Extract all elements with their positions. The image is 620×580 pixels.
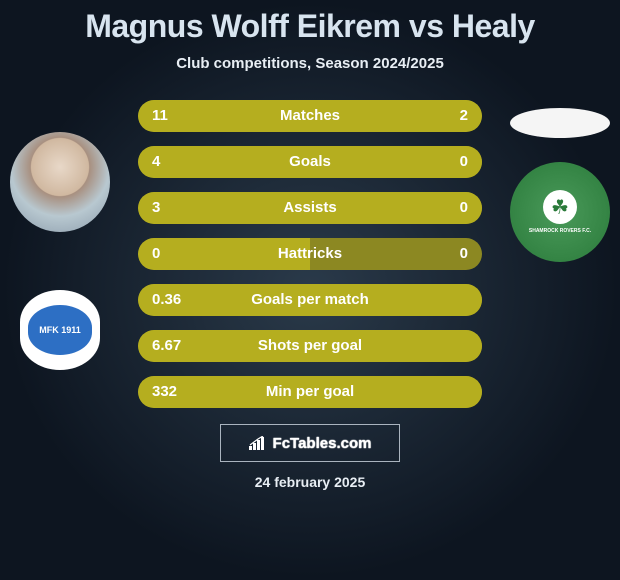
stat-row: Hattricks0 0	[138, 238, 482, 270]
stat-label: Goals per match	[138, 284, 482, 316]
page-title: Magnus Wolff Eikrem vs Healy	[0, 0, 620, 45]
player2-photo	[510, 108, 610, 138]
fctables-label: FcTables.com	[273, 435, 372, 452]
shamrock-icon: ☘	[543, 190, 577, 224]
stat-row: Matches11 2	[138, 100, 482, 132]
player2-club-badge: ☘ SHAMROCK ROVERS F.C.	[510, 162, 610, 262]
stat-label: Assists	[138, 192, 482, 224]
stat-value-right: 2	[460, 100, 468, 132]
stat-label: Min per goal	[138, 376, 482, 408]
fctables-icon	[249, 436, 267, 450]
stat-value-right: 0	[460, 192, 468, 224]
player1-photo	[10, 132, 110, 232]
stat-label: Goals	[138, 146, 482, 178]
subtitle: Club competitions, Season 2024/2025	[0, 55, 620, 72]
stat-value-left: 6.67	[152, 330, 181, 362]
stat-label: Hattricks	[138, 238, 482, 270]
stat-row: Goals4 0	[138, 146, 482, 178]
stat-value-left: 4	[152, 146, 160, 178]
stat-value-left: 332	[152, 376, 177, 408]
stat-value-left: 0	[152, 238, 160, 270]
stat-bars: Matches112Goals40Assists30Hattricks00Goa…	[138, 100, 482, 422]
stat-row: Assists3 0	[138, 192, 482, 224]
stat-value-right: 0	[460, 238, 468, 270]
stat-row: Min per goal332	[138, 376, 482, 408]
stat-value-left: 0.36	[152, 284, 181, 316]
comparison-area: MFK 1911 ☘ SHAMROCK ROVERS F.C. Matches1…	[0, 100, 620, 410]
stat-label: Shots per goal	[138, 330, 482, 362]
player2-club-label: SHAMROCK ROVERS F.C.	[529, 228, 591, 234]
stat-value-left: 3	[152, 192, 160, 224]
player1-club-label: MFK 1911	[28, 305, 92, 355]
stat-row: Goals per match0.36	[138, 284, 482, 316]
stat-row: Shots per goal6.67	[138, 330, 482, 362]
date-label: 24 february 2025	[0, 474, 620, 490]
stat-value-left: 11	[152, 100, 168, 132]
stat-value-right: 0	[460, 146, 468, 178]
stat-label: Matches	[138, 100, 482, 132]
fctables-badge[interactable]: FcTables.com	[220, 424, 400, 462]
player1-club-badge: MFK 1911	[20, 290, 100, 370]
